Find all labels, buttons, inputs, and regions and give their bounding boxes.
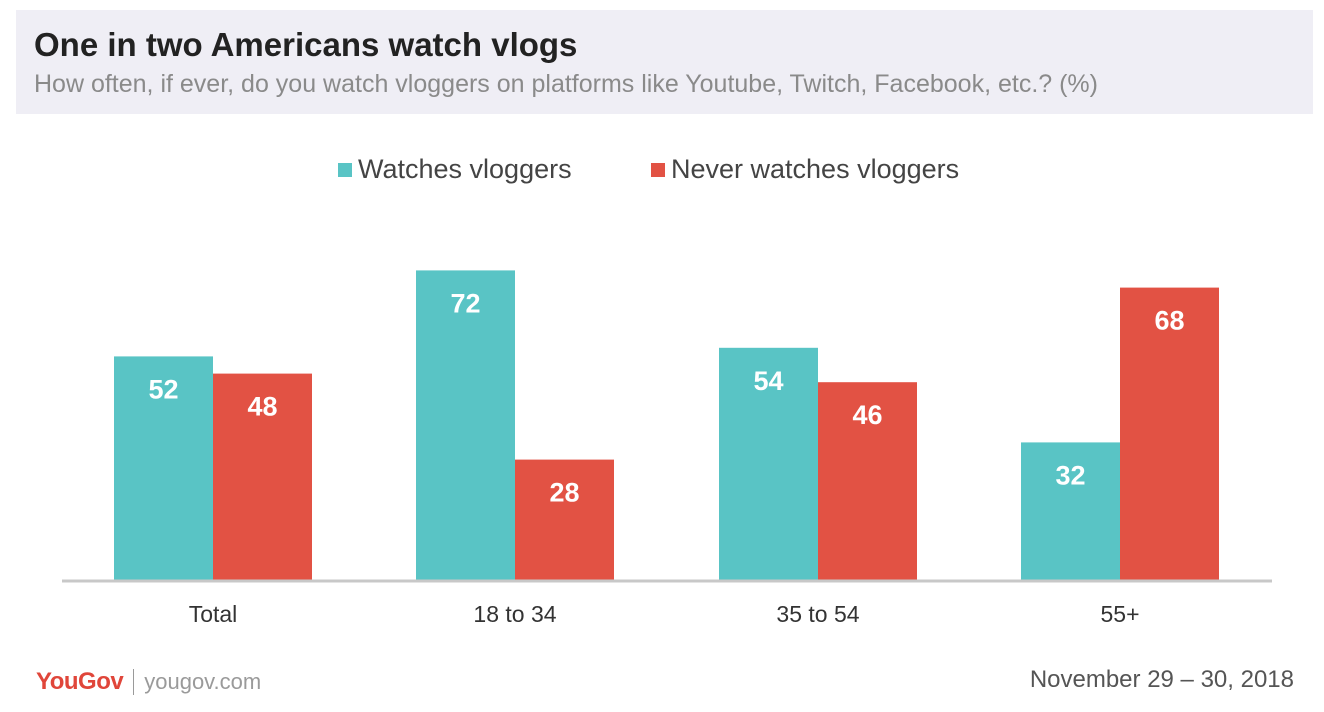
bar-watches-2 [719,347,818,580]
footer-divider [133,669,135,695]
bar-watches-0 [114,356,213,580]
data-label-watches-0: 52 [148,374,178,404]
yougov-logo: YouGov [36,668,124,695]
chart-title: One in two Americans watch vlogs [34,26,578,63]
bar-never-0 [213,373,312,580]
data-label-never-2: 46 [852,400,882,430]
legend-label-watches: Watches vloggers [358,154,572,184]
header-panel: One in two Americans watch vlogs How oft… [16,10,1313,114]
legend-item-watches: Watches vloggers [338,154,572,185]
data-label-watches-2: 54 [753,366,783,396]
data-label-never-0: 48 [247,392,277,422]
bar-watches-3 [1021,442,1120,580]
footer-date: November 29 – 30, 2018 [1029,666,1294,693]
chart-subtitle: How often, if ever, do you watch vlogger… [34,70,1098,98]
bar-watches-1 [416,270,515,580]
bar-never-2 [818,382,917,580]
x-tick-label-1: 18 to 34 [473,601,556,627]
bar-never-1 [515,459,614,580]
footer-brand: YouGov yougov.com [36,664,261,700]
x-tick-label-0: Total [189,601,238,627]
footer-site-link[interactable]: yougov.com [144,669,262,694]
bar-never-3 [1120,287,1219,580]
data-label-watches-3: 32 [1055,460,1085,490]
data-label-watches-1: 72 [450,288,480,318]
legend-swatch-watches [338,162,352,177]
chart-legend: Watches vloggers Never watches vloggers [0,154,1324,190]
x-tick-label-3: 55+ [1100,601,1139,627]
data-label-never-1: 28 [549,478,579,508]
x-tick-label-2: 35 to 54 [776,601,859,627]
legend-swatch-never [651,162,665,177]
data-label-never-3: 68 [1154,306,1184,336]
legend-item-never: Never watches vloggers [651,154,959,185]
legend-label-never: Never watches vloggers [671,154,960,184]
